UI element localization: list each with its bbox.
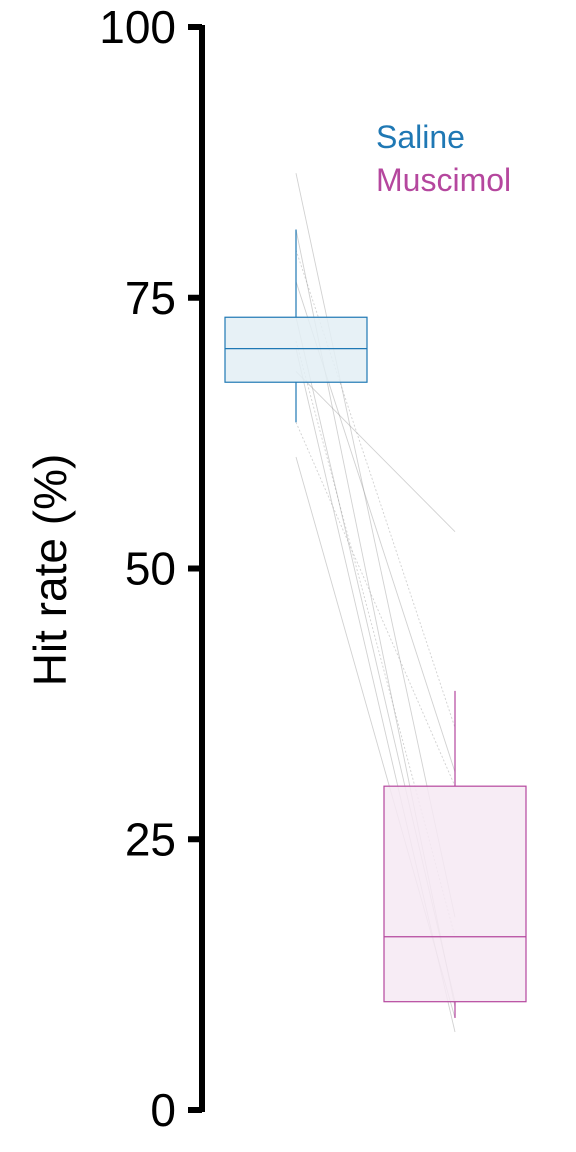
y-tick-label: 25 xyxy=(125,813,176,865)
y-axis: 0 25 50 75 100 xyxy=(99,1,205,1136)
legend-saline: Saline xyxy=(376,119,465,155)
y-tick-label: 100 xyxy=(99,1,176,53)
y-tick-label: 0 xyxy=(150,1084,176,1136)
box-saline xyxy=(224,316,368,383)
y-tick-label: 75 xyxy=(125,272,176,324)
y-tick-label: 50 xyxy=(125,543,176,595)
y-axis-label: Hit rate (%) xyxy=(24,454,76,687)
legend-muscimol: Muscimol xyxy=(376,162,511,198)
paired-line xyxy=(295,422,456,787)
boxes-layer xyxy=(224,229,527,1018)
paired-line xyxy=(295,371,456,532)
box-muscimol xyxy=(383,785,527,1003)
